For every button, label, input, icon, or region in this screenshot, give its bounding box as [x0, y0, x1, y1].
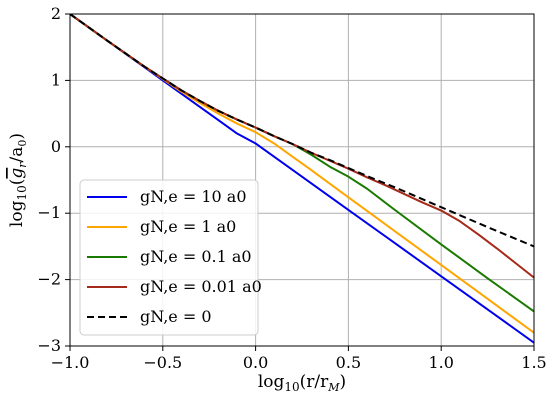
- legend-label-0: gN,e = 10 a0: [140, 187, 247, 206]
- x-tick-label: 1.0: [428, 353, 453, 372]
- series-line-4: [70, 14, 534, 248]
- legend-label-4: gN,e = 0: [140, 307, 212, 326]
- x-tick-label: −1.0: [51, 353, 90, 372]
- plot-frame: [69, 13, 535, 347]
- plot-series: [70, 14, 534, 344]
- y-tick-label: 1: [51, 70, 61, 89]
- y-axis-label: log10(gr/a0): [7, 133, 29, 227]
- x-tick-label: −0.5: [143, 353, 182, 372]
- x-tick-label: 0.5: [336, 353, 361, 372]
- axis-ticks: −1.0 −0.5 0.0 0.5 1.0 1.5 2 1 0 −1 −2 −3: [37, 4, 546, 372]
- legend-label-2: gN,e = 0.1 a0: [140, 247, 252, 266]
- y-tick-label: 0: [51, 137, 61, 156]
- x-tick-label: 1.5: [521, 353, 546, 372]
- y-tick-label: −2: [37, 270, 61, 289]
- y-tick-label: 2: [51, 4, 61, 23]
- x-axis-label: log10(r/rM): [258, 372, 346, 394]
- legend-label-3: gN,e = 0.01 a0: [140, 277, 262, 296]
- x-tick-label: 0.0: [243, 353, 268, 372]
- y-tick-label: −1: [37, 203, 61, 222]
- legend-box: [79, 179, 259, 336]
- legend-label-1: gN,e = 1 a0: [140, 217, 236, 236]
- y-tick-label: −3: [37, 336, 61, 355]
- legend: gN,e = 10 a0 gN,e = 1 a0 gN,e = 0.1 a0 gN,e…: [79, 179, 262, 336]
